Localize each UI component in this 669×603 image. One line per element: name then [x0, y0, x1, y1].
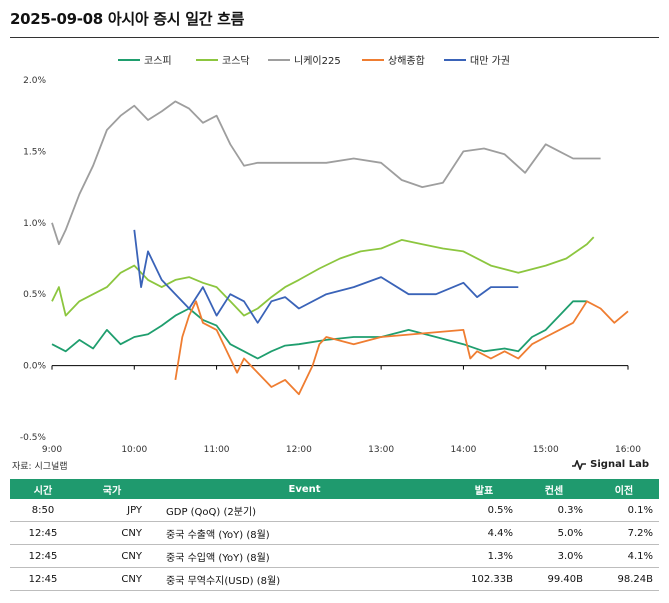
header-actual: 발표: [449, 479, 519, 499]
cell-event: 중국 무역수지(USD) (8월): [148, 567, 449, 591]
cell-previous: 7.2%: [589, 521, 659, 545]
cell-consensus: 0.3%: [519, 499, 589, 522]
header-country: 국가: [76, 479, 148, 499]
y-tick-label: 1.5%: [23, 147, 46, 157]
table-row: 8:50 JPY GDP (QoQ) (2분기) 0.5% 0.3% 0.1%: [10, 499, 659, 522]
cell-country: CNY: [76, 544, 148, 568]
cell-event: 중국 수입액 (YoY) (8월): [148, 544, 449, 568]
x-tick-label: 10:00: [121, 445, 147, 455]
header-event: Event: [148, 479, 449, 499]
cell-consensus: 3.0%: [519, 544, 589, 568]
y-tick-label: -0.5%: [20, 433, 47, 443]
x-tick-label: 12:00: [286, 445, 312, 455]
header-consensus: 컨센: [519, 479, 589, 499]
cell-actual: 0.5%: [449, 499, 519, 522]
x-tick-label: 13:00: [368, 445, 394, 455]
page-title: 2025-09-08 아시아 증시 일간 흐름: [10, 10, 245, 28]
legend-label: 코스피: [144, 55, 172, 67]
cell-country: CNY: [76, 521, 148, 545]
x-tick-label: 15:00: [533, 445, 559, 455]
cell-time: 12:45: [10, 521, 76, 545]
legend-label: 코스닥: [222, 55, 250, 67]
cell-consensus: 5.0%: [519, 521, 589, 545]
legend-label: 니케이225: [294, 55, 341, 67]
table-row: 12:45 CNY 중국 수입액 (YoY) (8월) 1.3% 3.0% 4.…: [10, 544, 659, 568]
economic-events-table: 시간 국가 Event 발표 컨센 이전 8:50 JPY GDP (QoQ) …: [10, 479, 659, 591]
x-tick-label: 14:00: [450, 445, 476, 455]
line-chart: 코스피 코스닥 니케이225 상해종합 대만 가권 2.0% 1.5% 1.0% 0.5% 0.…: [20, 54, 641, 455]
y-tick-label: 0.0%: [23, 362, 46, 372]
y-tick-label: 1.0%: [23, 219, 46, 229]
cell-country: JPY: [76, 499, 148, 522]
cell-actual: 1.3%: [449, 544, 519, 568]
series-line: [51, 100, 601, 246]
cell-actual: 102.33B: [449, 567, 519, 591]
table-row: 12:45 CNY 중국 수출액 (YoY) (8월) 4.4% 5.0% 7.…: [10, 521, 659, 545]
cell-time: 12:45: [10, 544, 76, 568]
y-tick-label: 0.5%: [23, 290, 46, 300]
series-line: [133, 229, 519, 324]
cell-consensus: 99.40B: [519, 567, 589, 591]
chart-axes: 2.0% 1.5% 1.0% 0.5% 0.0% -0.5% 9:00 10:00 11:00 1…: [20, 76, 641, 455]
cell-event: GDP (QoQ) (2분기): [148, 499, 449, 522]
cell-country: CNY: [76, 567, 148, 591]
chart-legend: 코스피 코스닥 니케이225 상해종합 대만 가권: [118, 54, 510, 67]
title-divider: [10, 37, 659, 38]
series-line: [51, 236, 595, 317]
source-note: 자료: 시그널랩: [12, 462, 68, 472]
cell-previous: 0.1%: [589, 499, 659, 522]
cell-time: 8:50: [10, 499, 76, 522]
chart-series: [51, 100, 629, 396]
legend-label: 대만 가권: [470, 55, 510, 67]
cell-previous: 4.1%: [589, 544, 659, 568]
brand-name: Signal Lab: [590, 459, 649, 470]
cell-event: 중국 수출액 (YoY) (8월): [148, 521, 449, 545]
table-row: 12:45 CNY 중국 무역수지(USD) (8월) 102.33B 99.4…: [10, 567, 659, 591]
x-tick-label: 16:00: [615, 445, 641, 455]
series-line: [174, 300, 629, 396]
cell-previous: 98.24B: [589, 567, 659, 591]
header-previous: 이전: [589, 479, 659, 499]
x-tick-label: 9:00: [42, 445, 62, 455]
cell-actual: 4.4%: [449, 521, 519, 545]
cell-time: 12:45: [10, 567, 76, 591]
signal-icon: [572, 459, 587, 470]
legend-label: 상해종합: [388, 54, 425, 67]
brand-logo: Signal Lab: [572, 459, 649, 470]
series-line: [51, 300, 587, 360]
y-tick-label: 2.0%: [23, 76, 46, 86]
table-header-row: 시간 국가 Event 발표 컨센 이전: [10, 479, 659, 499]
x-tick-label: 11:00: [204, 445, 230, 455]
header-time: 시간: [10, 479, 76, 499]
